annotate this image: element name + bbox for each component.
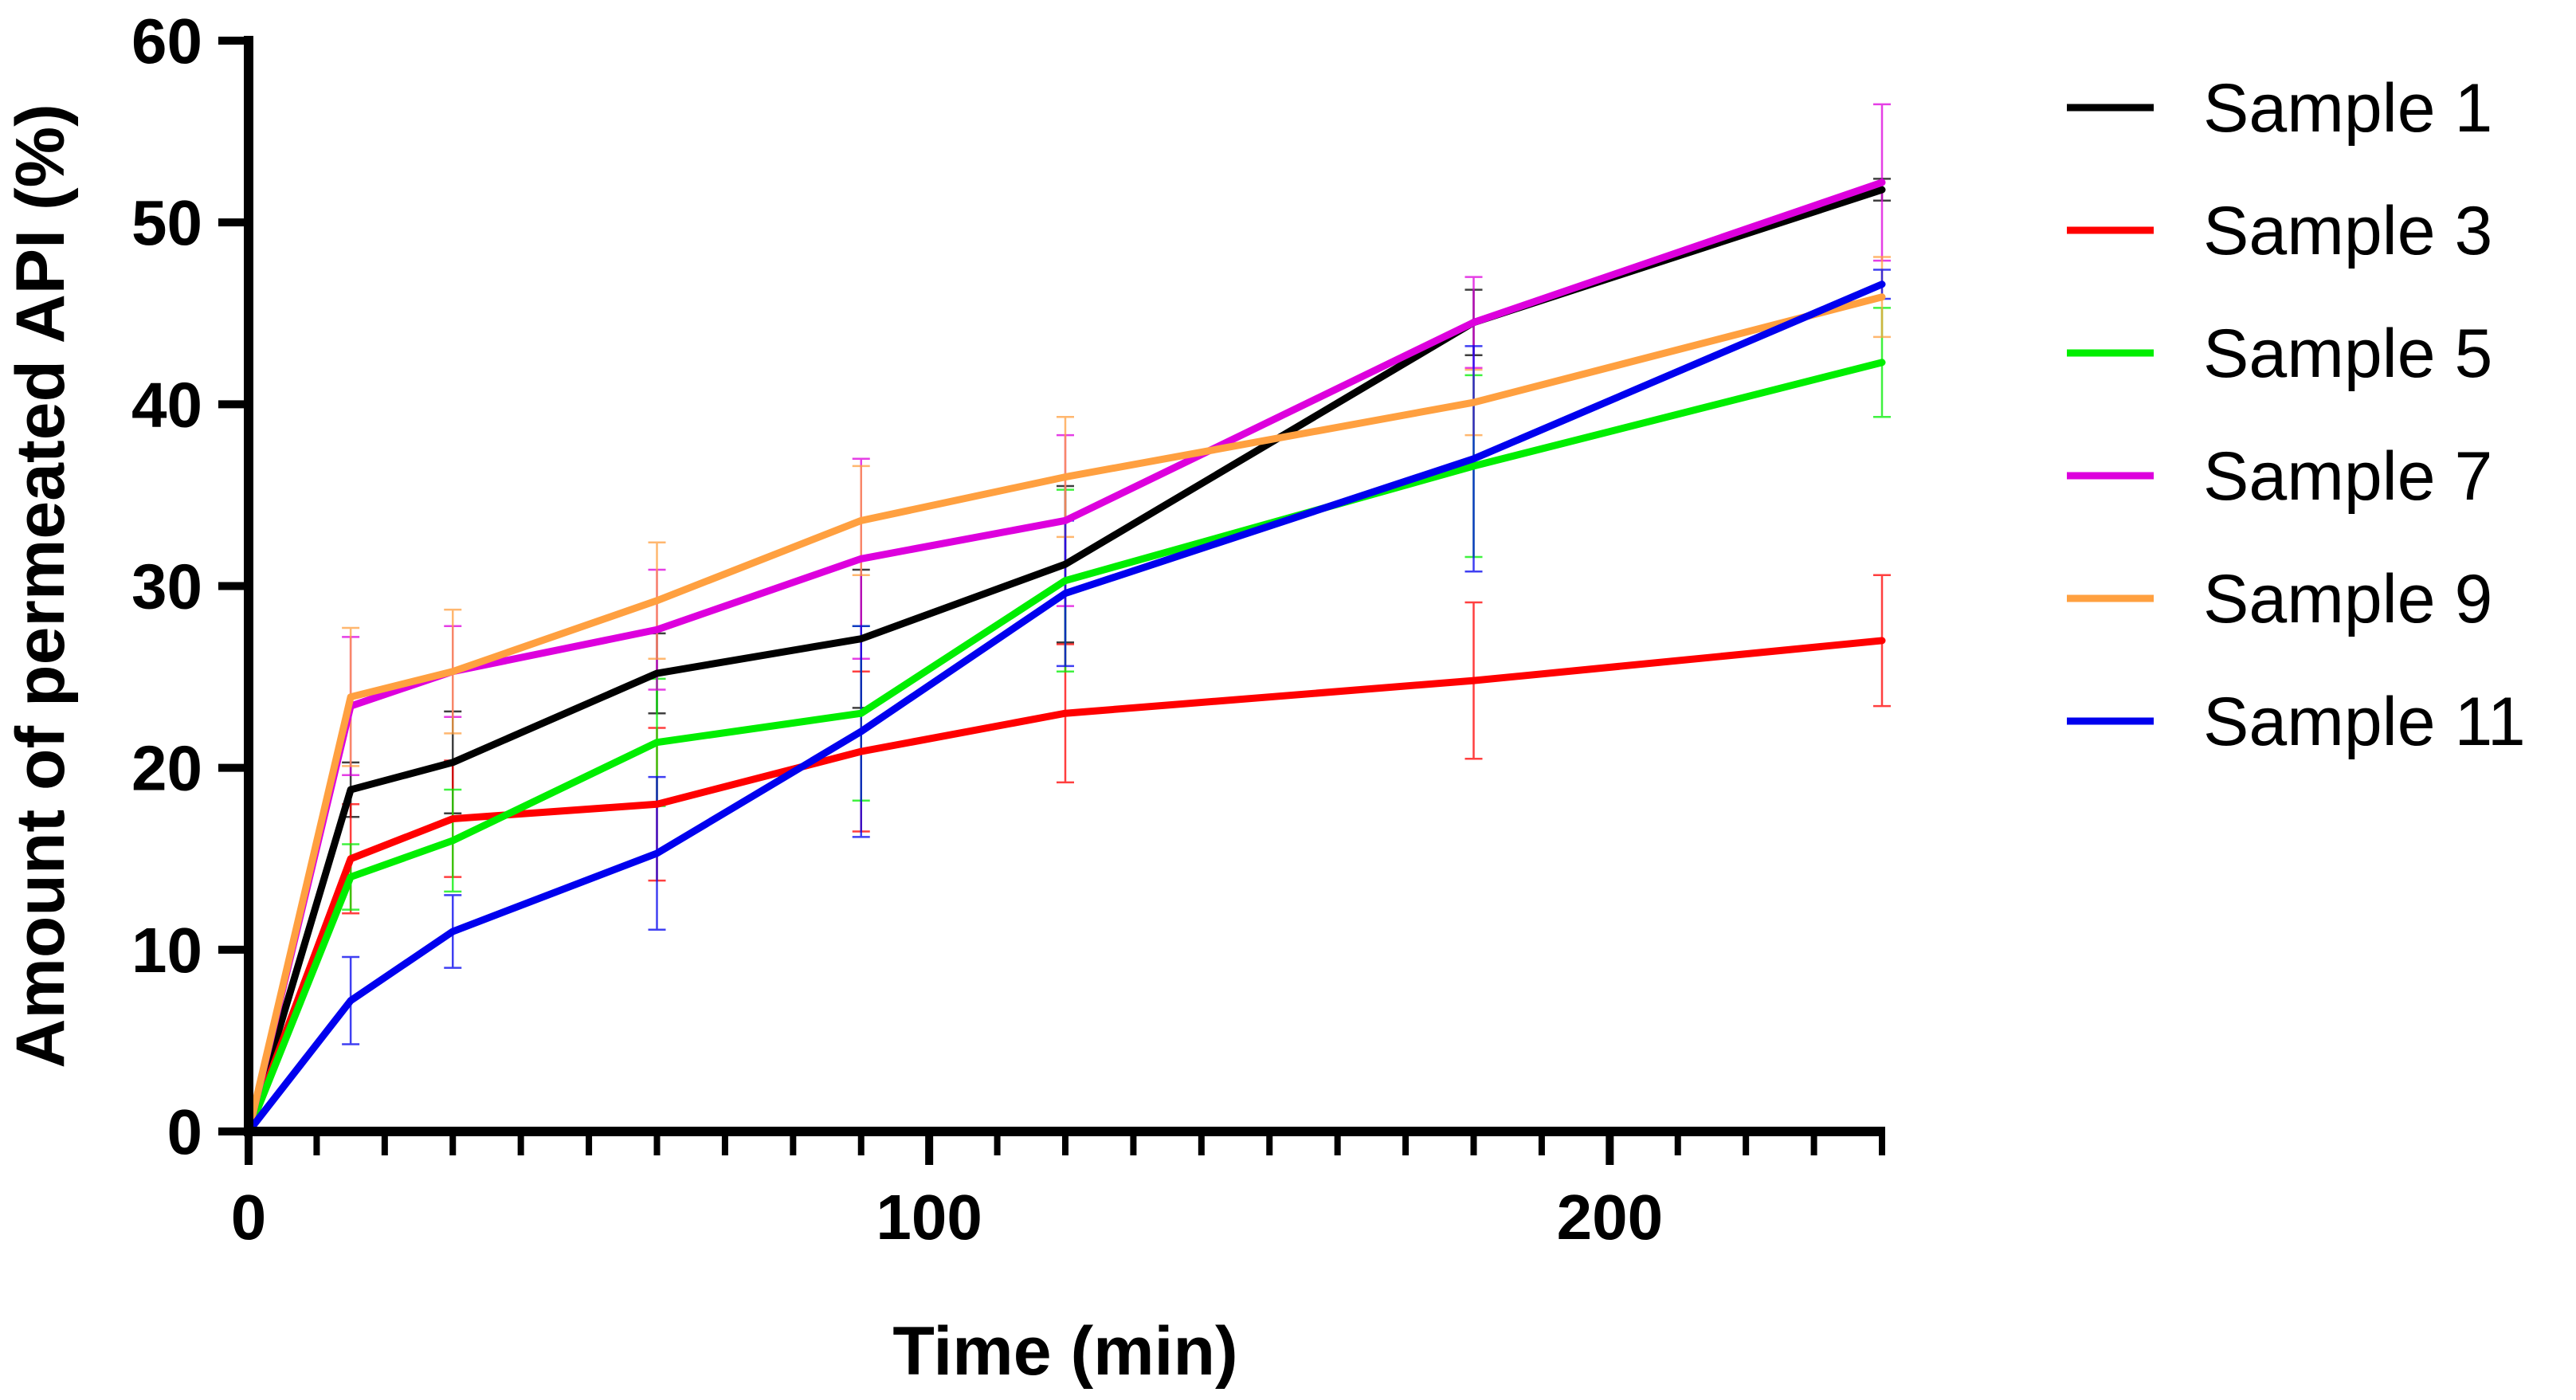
x-axis-title: Time (min) [892,1313,1237,1390]
y-tick-label: 50 [131,187,202,258]
legend-label: Sample 1 [2203,70,2492,147]
x-tick-label: 100 [876,1182,982,1253]
legend-item: Sample 5 [2067,316,2492,392]
legend-item: Sample 3 [2067,193,2492,269]
y-tick-label: 60 [131,6,202,76]
y-tick-label: 10 [131,915,202,986]
series-line-sample-3 [245,637,1886,1135]
series-line-sample-1 [245,186,1886,1135]
y-axis-title: Amount of permeated API (%) [2,104,79,1068]
y-tick-label: 0 [167,1096,203,1167]
series-line-sample-5 [245,359,1886,1135]
series-line-sample-7 [245,178,1886,1135]
x-tick-label: 0 [231,1182,267,1253]
legend-label: Sample 9 [2203,561,2492,637]
legend: Sample 1 Sample 3 Sample 5 Sample 7 Sample 9… [2067,70,2526,760]
axes: 0 10 20 30 40 50 60 0 100 200 [131,6,1885,1253]
y-tick-label: 20 [131,733,202,804]
x-tick-label: 200 [1557,1182,1663,1253]
legend-item: Sample 9 [2067,561,2492,637]
legend-item: Sample 1 [2067,70,2492,147]
legend-label: Sample 5 [2203,316,2492,392]
legend-label: Sample 11 [2203,684,2526,760]
series-line-sample-9 [245,293,1886,1135]
x-ticks: 0 100 200 [231,1131,1885,1253]
legend-item: Sample 7 [2067,438,2492,515]
legend-label: Sample 3 [2203,193,2492,269]
legend-label: Sample 7 [2203,438,2492,515]
y-tick-label: 40 [131,369,202,440]
series-line-sample-11 [245,280,1886,1135]
legend-item: Sample 11 [2067,684,2526,760]
y-ticks: 0 10 20 30 40 50 60 [131,6,249,1167]
series-lines [245,178,1886,1135]
y-tick-label: 30 [131,551,202,622]
